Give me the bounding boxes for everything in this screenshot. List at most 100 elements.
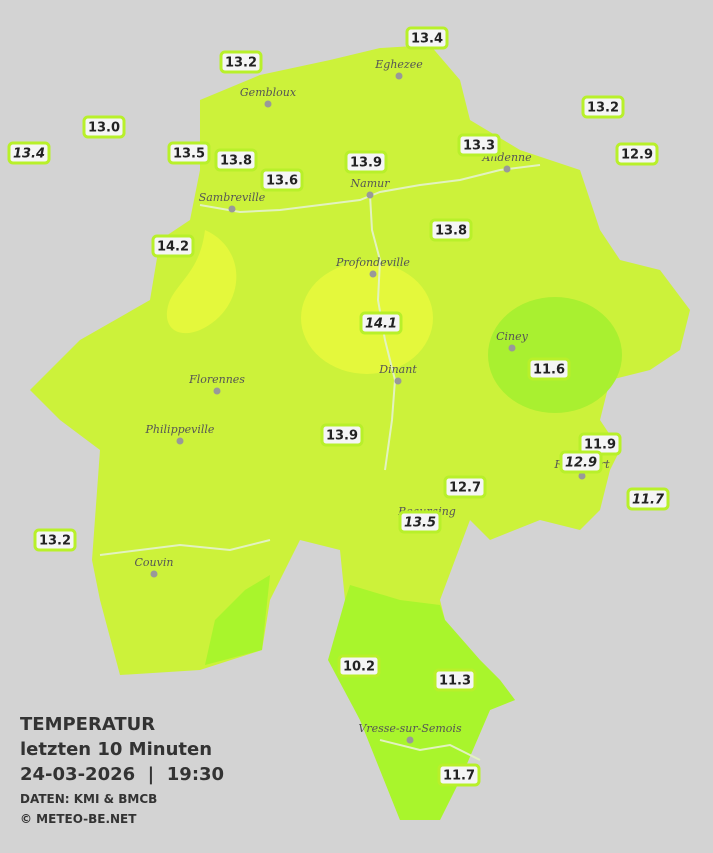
station-badge: 10.2 bbox=[337, 654, 381, 678]
station-badge: 12.9 bbox=[559, 450, 603, 474]
station-badge: 11.9 bbox=[578, 432, 622, 456]
badge-box bbox=[559, 450, 603, 474]
station-value: 13.8 bbox=[435, 224, 467, 239]
station-value: 13.5 bbox=[173, 147, 205, 162]
station-value: 13.5 bbox=[404, 516, 436, 531]
town-dot bbox=[213, 387, 221, 395]
town-label: Namur bbox=[350, 177, 391, 190]
town-dot bbox=[366, 191, 374, 199]
station-badge: 13.4 bbox=[405, 26, 449, 50]
station-badge: 14.1 bbox=[359, 311, 403, 335]
town-dot bbox=[395, 72, 403, 80]
station-badge: 13.8 bbox=[429, 218, 473, 242]
town-dot bbox=[406, 736, 414, 744]
station-value: 11.6 bbox=[533, 363, 565, 378]
town-label: Couvin bbox=[135, 556, 174, 569]
badge-box bbox=[33, 528, 77, 552]
station-value: 13.8 bbox=[220, 154, 252, 169]
town-label: Eghezee bbox=[374, 58, 423, 71]
town-label: Sambreville bbox=[199, 191, 266, 204]
station-badge: 11.6 bbox=[527, 357, 571, 381]
station-value: 13.0 bbox=[88, 121, 120, 136]
town-dot bbox=[369, 270, 377, 278]
station-badge: 12.9 bbox=[615, 142, 659, 166]
station-badge: 13.8 bbox=[214, 148, 258, 172]
station-value: 12.9 bbox=[621, 148, 653, 163]
station-badge: 11.7 bbox=[437, 763, 481, 787]
badge-box bbox=[527, 357, 571, 381]
station-badge: 13.9 bbox=[320, 423, 364, 447]
badge-box bbox=[337, 654, 381, 678]
station-value: 13.6 bbox=[266, 174, 298, 189]
station-value: 13.2 bbox=[225, 56, 257, 71]
station-value: 11.7 bbox=[443, 769, 475, 784]
station-badge: 13.2 bbox=[33, 528, 77, 552]
badge-box bbox=[429, 218, 473, 242]
town-label: Vresse-sur-Semois bbox=[358, 722, 462, 735]
badge-box bbox=[433, 668, 477, 692]
station-value: 13.9 bbox=[350, 156, 382, 171]
town-dot bbox=[176, 437, 184, 445]
town-label: Philippeville bbox=[145, 423, 215, 436]
station-badge: 14.2 bbox=[151, 234, 195, 258]
town-dot bbox=[503, 165, 511, 173]
station-value: 13.3 bbox=[463, 139, 495, 154]
station-value: 13.9 bbox=[326, 429, 358, 444]
station-value: 13.2 bbox=[587, 101, 619, 116]
badge-box bbox=[457, 133, 501, 157]
badge-box bbox=[7, 141, 51, 165]
badge-box bbox=[214, 148, 258, 172]
badge-box bbox=[344, 150, 388, 174]
station-badge: 11.3 bbox=[433, 668, 477, 692]
badge-box bbox=[398, 510, 442, 534]
station-value: 14.1 bbox=[365, 317, 397, 332]
station-badge: 13.5 bbox=[398, 510, 442, 534]
badge-box bbox=[151, 234, 195, 258]
town-dot bbox=[150, 570, 158, 578]
badge-box bbox=[167, 141, 211, 165]
station-badge: 13.3 bbox=[457, 133, 501, 157]
station-badge: 12.7 bbox=[443, 475, 487, 499]
station-badge: 11.7 bbox=[626, 487, 670, 511]
badge-box bbox=[219, 50, 263, 74]
legend-copyright: © METEO-BE.NET bbox=[20, 812, 137, 826]
town-label: Florennes bbox=[188, 373, 245, 386]
legend-source: DATEN: KMI & BMCB bbox=[20, 792, 157, 806]
station-badge: 13.0 bbox=[82, 115, 126, 139]
station-value: 13.4 bbox=[13, 147, 45, 162]
station-value: 11.9 bbox=[584, 438, 616, 453]
station-value: 12.9 bbox=[565, 456, 597, 471]
station-value: 11.7 bbox=[632, 493, 665, 508]
station-value: 11.3 bbox=[439, 674, 471, 689]
badge-box bbox=[615, 142, 659, 166]
station-value: 13.4 bbox=[411, 32, 443, 47]
town-dot bbox=[228, 205, 236, 213]
station-badge: 13.2 bbox=[581, 95, 625, 119]
town-dot bbox=[264, 100, 272, 108]
town-dot bbox=[394, 377, 402, 385]
station-value: 14.2 bbox=[157, 240, 189, 255]
badge-box bbox=[82, 115, 126, 139]
town-dot bbox=[508, 344, 516, 352]
badge-box bbox=[581, 95, 625, 119]
badge-box bbox=[359, 311, 403, 335]
badge-box bbox=[260, 168, 304, 192]
station-badge: 13.4 bbox=[7, 141, 51, 165]
station-badge: 13.5 bbox=[167, 141, 211, 165]
badge-box bbox=[405, 26, 449, 50]
badge-box bbox=[320, 423, 364, 447]
legend-datetime: 24-03-2026 | 19:30 bbox=[20, 764, 224, 785]
town-dot bbox=[578, 472, 586, 480]
legend-heading: TEMPERATUR bbox=[20, 714, 155, 735]
legend-subtitle: letzten 10 Minuten bbox=[20, 739, 212, 760]
town-label: Gembloux bbox=[240, 86, 297, 99]
badge-box bbox=[437, 763, 481, 787]
legend: TEMPERATUR letzten 10 Minuten 24-03-2026… bbox=[20, 714, 224, 826]
town-label: Dinant bbox=[378, 363, 417, 376]
station-value: 12.7 bbox=[449, 481, 481, 496]
badge-box bbox=[626, 487, 670, 511]
town-label: Ciney bbox=[496, 330, 529, 343]
station-value: 13.2 bbox=[39, 534, 71, 549]
station-badge: 13.6 bbox=[260, 168, 304, 192]
